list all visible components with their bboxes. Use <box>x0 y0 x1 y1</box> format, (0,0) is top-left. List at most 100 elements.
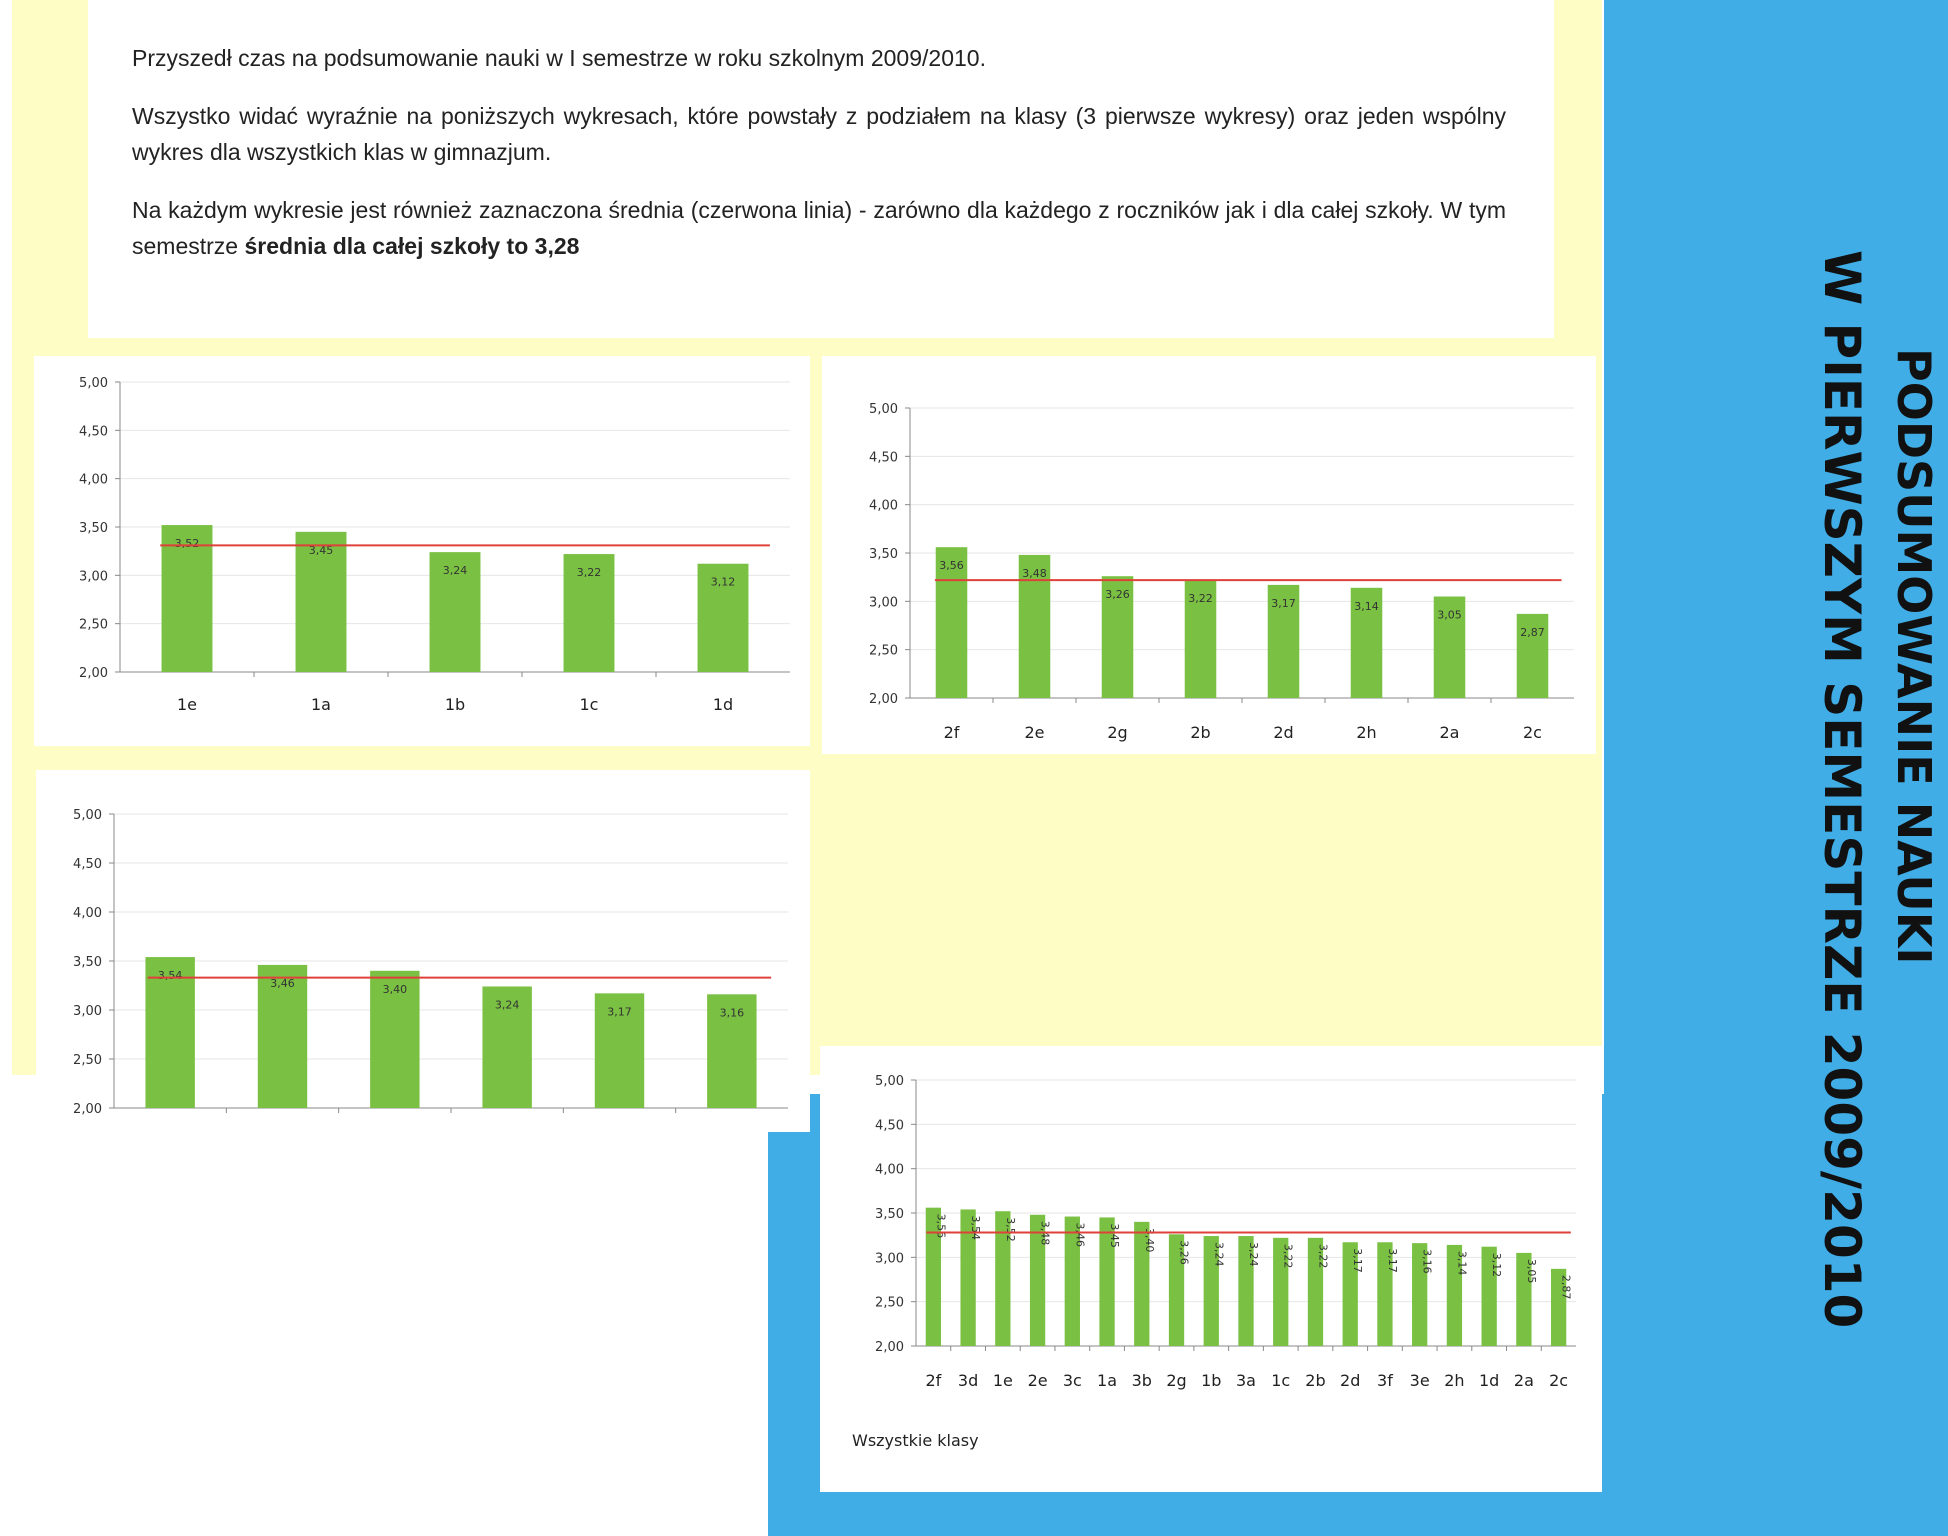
category-label: 3c <box>1063 1371 1082 1390</box>
data-label: 3,52 <box>1004 1217 1017 1242</box>
chart-caption: Wszystkie klasy <box>852 1431 979 1450</box>
school-average-highlight: średnia dla całej szkoły to 3,28 <box>244 233 580 259</box>
intro-paragraph-2: Wszystko widać wyraźnie na poniższych wy… <box>132 103 1506 165</box>
category-label: 3b <box>1132 1371 1152 1390</box>
data-label: 2,87 <box>1520 626 1545 639</box>
y-tick-label: 4,50 <box>79 424 108 439</box>
y-tick-label: 2,50 <box>73 1053 102 1068</box>
y-tick-label: 2,00 <box>875 1340 904 1355</box>
category-label: 1e <box>993 1371 1013 1390</box>
data-label: 2,87 <box>1560 1275 1573 1300</box>
y-tick-label: 3,50 <box>875 1207 904 1222</box>
bar-1a <box>295 531 347 672</box>
data-label: 3,17 <box>1386 1248 1399 1273</box>
bar-3e <box>1412 1243 1428 1346</box>
y-tick-label: 4,50 <box>73 857 102 872</box>
bar-1c <box>563 554 615 672</box>
category-label: 1d <box>1479 1371 1499 1390</box>
data-label: 3,40 <box>1143 1228 1156 1253</box>
y-tick-label: 4,50 <box>875 1118 904 1133</box>
data-label: 3,14 <box>1455 1251 1468 1276</box>
intro-paragraph-3-text: Na każdym wykresie jest również zaznaczo… <box>132 197 1506 259</box>
category-label: 1b <box>1201 1371 1221 1390</box>
category-label: 3f <box>612 1131 628 1132</box>
data-label: 3,17 <box>1351 1248 1364 1273</box>
y-tick-label: 3,00 <box>79 569 108 584</box>
bar-1b <box>429 552 481 672</box>
bar-1b <box>1203 1236 1219 1346</box>
category-label: 2g <box>1107 723 1127 742</box>
bar-3b <box>1134 1221 1150 1346</box>
bar-2c <box>1550 1268 1567 1346</box>
bar-1c <box>1273 1237 1289 1346</box>
data-label: 3,24 <box>1247 1242 1260 1267</box>
category-label: 2h <box>1356 723 1376 742</box>
y-tick-label: 4,00 <box>875 1163 904 1178</box>
data-label: 3,12 <box>711 576 736 589</box>
category-label: 1e <box>177 695 197 714</box>
data-label: 3,05 <box>1525 1259 1538 1284</box>
category-label: 2f <box>925 1371 941 1390</box>
category-label: 3e <box>722 1131 742 1132</box>
bar-1e <box>161 525 213 672</box>
bar-1d <box>697 563 749 672</box>
category-label: 3c <box>273 1131 292 1132</box>
category-label: 2e <box>1024 723 1044 742</box>
data-label: 3,17 <box>1271 597 1296 610</box>
bar-3c <box>1064 1216 1080 1346</box>
category-label: 3d <box>958 1371 978 1390</box>
bar-2c <box>1516 613 1549 698</box>
y-tick-label: 5,00 <box>79 376 108 391</box>
chart-svg: 2,00 2,50 3,00 3,50 4,00 4,50 5,00 3,52 1e 3,45 1a… <box>79 376 790 714</box>
category-label: 2c <box>1549 1371 1568 1390</box>
bar-2b <box>1307 1237 1324 1346</box>
bar-2e <box>1018 554 1051 698</box>
data-label: 3,54 <box>158 969 183 982</box>
y-tick-label: 2,00 <box>79 666 108 681</box>
category-label: 1d <box>713 695 733 714</box>
bar-2a <box>1433 596 1466 698</box>
bar-2f <box>935 547 968 698</box>
category-label: 1b <box>445 695 465 714</box>
chart-grade-3: 2,00 2,50 3,00 3,50 4,00 4,50 5,00 3,54 3d 3,46 3c… <box>36 770 810 1132</box>
bar-2d <box>1342 1242 1358 1346</box>
data-label: 3,24 <box>495 998 519 1011</box>
chart-grade-1: 2,00 2,50 3,00 3,50 4,00 4,50 5,00 3,52 1e 3,45 1a… <box>34 356 810 746</box>
data-label: 3,56 <box>934 1214 947 1239</box>
data-label: 3,46 <box>1073 1223 1086 1248</box>
bar-2g <box>1168 1234 1185 1346</box>
data-label: 3,24 <box>1212 1242 1225 1267</box>
bar-2a <box>1516 1252 1532 1346</box>
data-label: 3,54 <box>969 1215 982 1240</box>
bar-2f <box>925 1207 942 1346</box>
y-tick-label: 4,00 <box>869 499 898 514</box>
y-tick-label: 2,00 <box>869 692 898 707</box>
intro-text-panel: Przyszedł czas na podsumowanie nauki w I… <box>88 0 1554 338</box>
category-label: 1c <box>1271 1371 1290 1390</box>
intro-paragraph-3: Na każdym wykresie jest również zaznaczo… <box>132 192 1506 264</box>
y-tick-label: 2,50 <box>79 618 108 633</box>
y-tick-label: 4,50 <box>869 450 898 465</box>
bar-1d <box>1481 1246 1497 1346</box>
category-label: 3a <box>497 1131 517 1132</box>
bar-2g <box>1101 576 1134 698</box>
data-label: 3,24 <box>443 564 468 577</box>
bar-3e <box>707 994 757 1108</box>
y-tick-label: 5,00 <box>869 402 898 417</box>
chart-svg: 2,00 2,50 3,00 3,50 4,00 4,50 5,00 3,56 2f 3,54 3d… <box>852 1074 1576 1450</box>
y-tick-label: 2,00 <box>73 1102 102 1117</box>
data-label: 3,05 <box>1437 609 1462 622</box>
y-tick-label: 3,50 <box>73 955 102 970</box>
category-label: 2g <box>1166 1371 1186 1390</box>
category-label: 2f <box>944 723 960 742</box>
data-label: 3,22 <box>1188 592 1213 605</box>
category-label: 3e <box>1410 1371 1430 1390</box>
data-label: 3,22 <box>1282 1244 1295 1269</box>
category-label: 2h <box>1444 1371 1464 1390</box>
side-title: PODSUMOWANIE NAUKI W PIERWSZYM SEMESTRZE… <box>1660 250 1948 1328</box>
bar-3a <box>482 986 532 1108</box>
bar-1e <box>995 1211 1011 1346</box>
bar-3a <box>1238 1236 1254 1346</box>
data-label: 3,16 <box>1421 1249 1434 1274</box>
category-label: 3f <box>1377 1371 1393 1390</box>
